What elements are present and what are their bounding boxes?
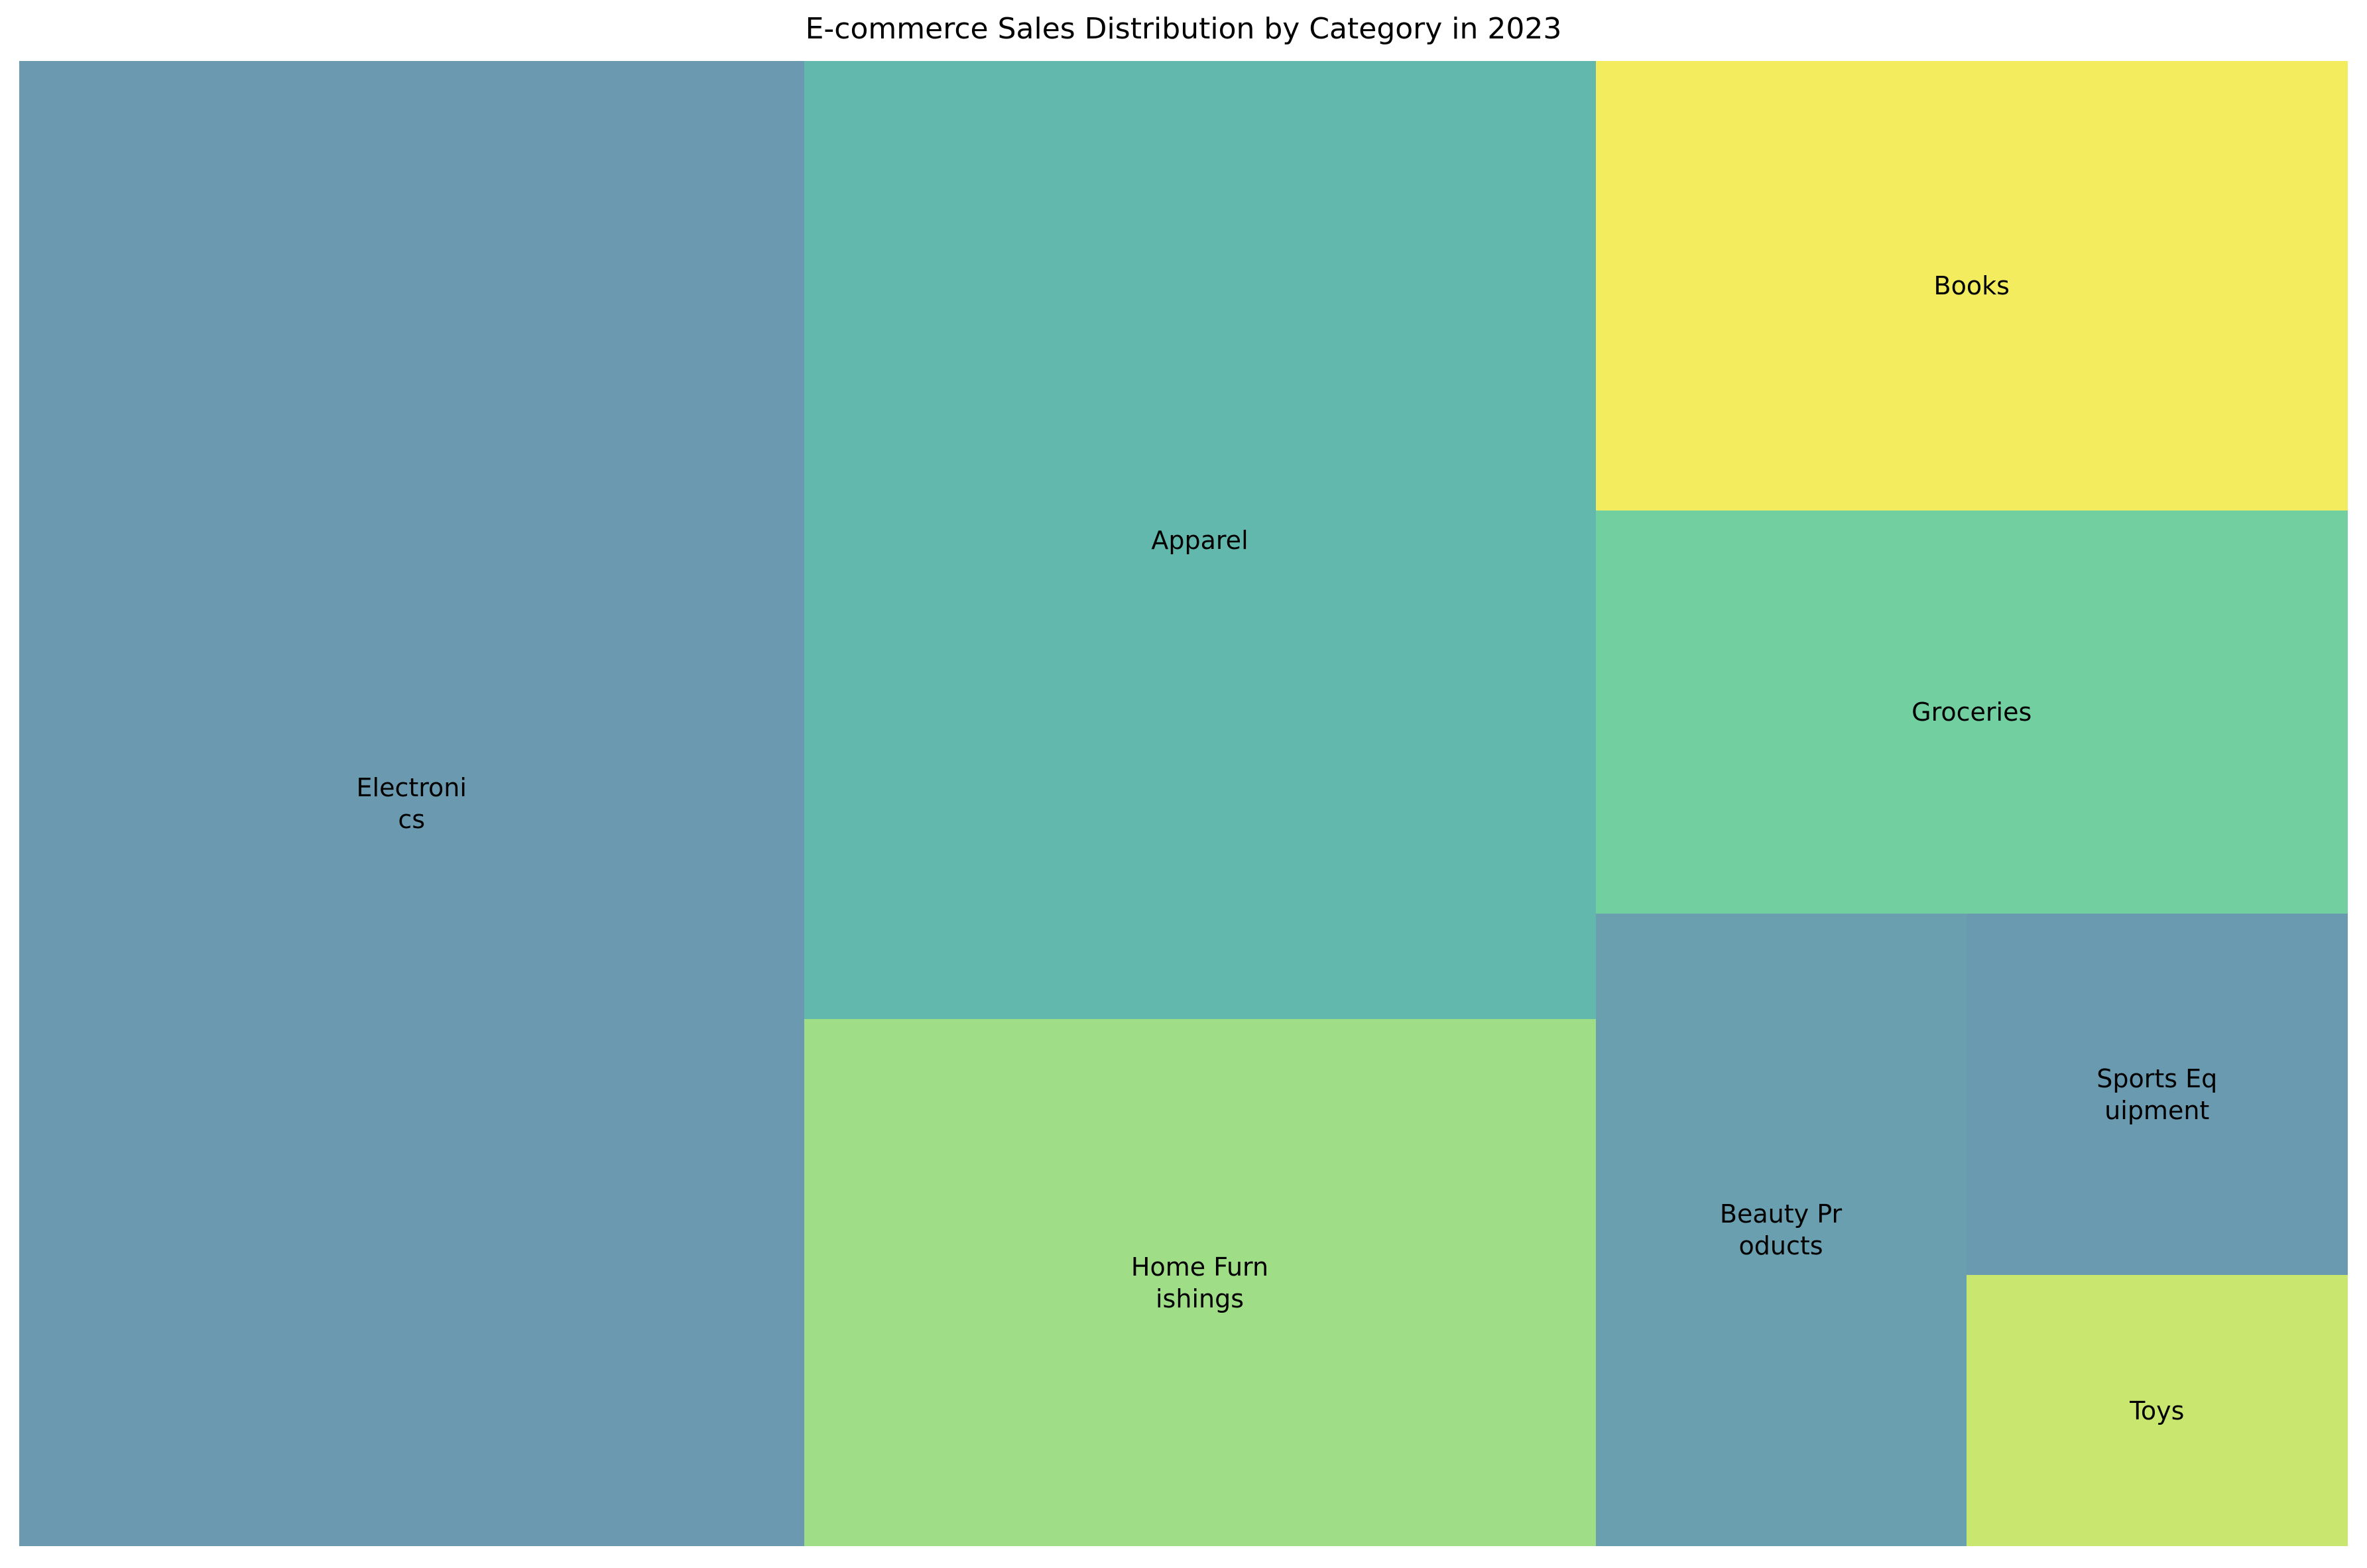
treemap-tile-beauty-products: Beauty Pr oducts [1595, 913, 1967, 1546]
treemap-tile-toys: Toys [1966, 1275, 2348, 1546]
treemap-tile-groceries: Groceries [1595, 510, 2348, 914]
chart-title: E-commerce Sales Distribution by Categor… [805, 12, 1562, 46]
treemap-tile-label: Apparel [1151, 525, 1248, 555]
treemap-tile-label: Books [1933, 271, 2010, 300]
treemap-tile-label: Electroni cs [356, 773, 467, 834]
treemap-tile-books: Books [1595, 61, 2348, 511]
treemap-tile-electronics: Electroni cs [19, 61, 804, 1546]
treemap-tile-label: Groceries [1912, 697, 2032, 727]
treemap-tile-label: Beauty Pr oducts [1719, 1199, 1843, 1260]
treemap-tile-apparel: Apparel [804, 61, 1596, 1020]
treemap-tile-label: Sports Eq uipment [2096, 1063, 2218, 1125]
treemap-tile-label: Home Furn ishings [1130, 1252, 1269, 1313]
treemap-tile-sports-equipment: Sports Eq uipment [1966, 913, 2348, 1276]
treemap-tile-home-furnishings: Home Furn ishings [804, 1019, 1596, 1546]
treemap-tile-label: Toys [2130, 1396, 2185, 1425]
